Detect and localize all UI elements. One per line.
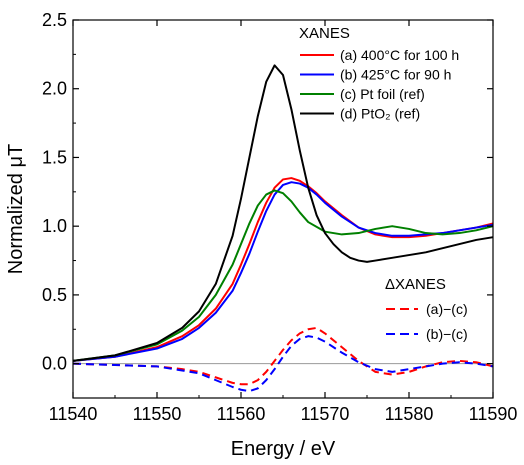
x-tick-label: 11550: [133, 404, 182, 424]
y-tick-label: 2.0: [42, 79, 67, 99]
x-tick-label: 11590: [469, 404, 518, 424]
series-line-4: [72, 326, 494, 386]
y-tick-label: 0.0: [42, 354, 67, 374]
y-tick-label: 2.5: [42, 10, 67, 30]
x-tick-label: 11560: [217, 404, 266, 424]
legend-label: (a) 400°C for 100 h: [340, 47, 459, 63]
x-axis-label: Energy / eV: [231, 438, 336, 460]
x-tick-label: 11540: [49, 404, 98, 424]
y-tick-label: 1.0: [42, 216, 67, 236]
series-line-2: [72, 189, 494, 362]
legend-1: ΔXANES (a)−(c) (b)−(c): [385, 276, 468, 342]
legend-0: XANES (a) 400°C for 100 h (b) 425°C for 90…: [299, 25, 459, 122]
y-tick-label: 1.5: [42, 147, 67, 167]
legend-title: XANES: [299, 25, 350, 42]
series-line-1: [72, 181, 494, 362]
legend-label: (c) Pt foil (ref): [340, 86, 425, 102]
y-tick-label: 0.5: [42, 285, 67, 305]
legend-label: (a)−(c): [426, 301, 468, 317]
series-line-5: [72, 335, 494, 393]
x-tick-label: 11580: [385, 404, 434, 424]
legend-title: ΔXANES: [385, 276, 446, 293]
x-tick-label: 11570: [301, 404, 350, 424]
legends: XANES (a) 400°C for 100 h (b) 425°C for 90…: [299, 25, 468, 342]
y-axis-label: Normalized μT: [5, 144, 27, 274]
legend-label: (b)−(c): [426, 326, 468, 342]
legend-label: (b) 425°C for 90 h: [340, 67, 451, 83]
plot-area: [72, 64, 494, 393]
legend-label: (d) PtO₂ (ref): [340, 106, 420, 122]
axes: 11540 11550 11560 11570 11580 11590 0.0 0.5 1.0 1…: [42, 10, 517, 424]
series-line-0: [72, 177, 494, 362]
series-line-3: [72, 64, 494, 362]
